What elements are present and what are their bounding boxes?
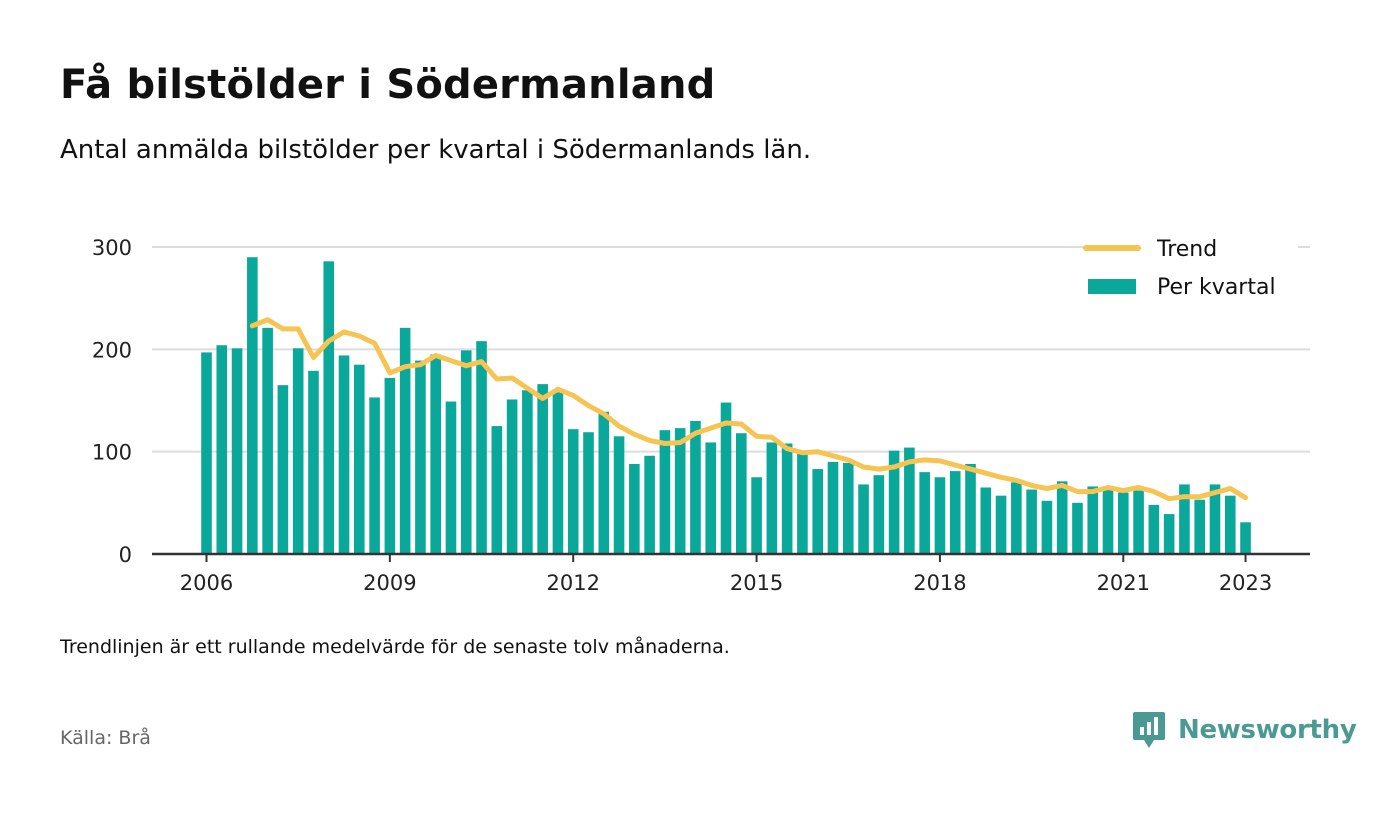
bar [674, 428, 686, 554]
y-tick-label: 300 [92, 236, 132, 260]
legend-label-per-kvartal: Per kvartal [1157, 275, 1276, 300]
bar [399, 327, 411, 554]
bar [980, 487, 992, 554]
bar [476, 341, 487, 554]
bar [659, 430, 671, 554]
trend-note: Trendlinjen är ett rullande medelvärde f… [60, 636, 730, 658]
bar [247, 257, 258, 554]
bar [430, 354, 441, 554]
y-tick-label: 0 [119, 543, 132, 567]
bar [613, 436, 625, 554]
bar [781, 443, 793, 554]
bar [445, 401, 457, 554]
bar [262, 327, 273, 554]
bar [369, 397, 380, 554]
x-tick-label: 2018 [913, 571, 966, 595]
bar [629, 463, 640, 554]
x-axis-ticks: 2006 2009 2012 2015 2018 2021 2023 [180, 554, 1272, 595]
brand[interactable]: Newsworthy [1132, 710, 1357, 750]
bar [858, 484, 869, 554]
bar [1041, 500, 1053, 554]
bar [919, 472, 930, 554]
bar [751, 477, 762, 554]
legend: Trend Per kvartal [1083, 234, 1298, 310]
bar [1163, 514, 1175, 554]
bar [1133, 490, 1144, 554]
trend-series [249, 317, 1248, 502]
bar [1026, 489, 1037, 554]
bar [522, 390, 533, 554]
bar [934, 477, 946, 554]
bar [842, 462, 854, 554]
bar [797, 453, 808, 554]
y-tick-label: 100 [92, 441, 132, 465]
bar [720, 402, 732, 554]
bar [904, 447, 915, 554]
bar [292, 348, 304, 554]
bar [705, 442, 717, 554]
bar [308, 370, 319, 554]
bar [965, 463, 976, 554]
y-axis-ticks: 0 100 200 300 [92, 236, 132, 567]
x-tick-label: 2015 [730, 571, 783, 595]
bar [338, 355, 350, 554]
x-tick-label: 2006 [180, 571, 233, 595]
bar [537, 384, 548, 554]
bar [1102, 486, 1114, 554]
bar [1240, 522, 1251, 554]
y-tick-label: 200 [92, 338, 132, 362]
bar [1011, 482, 1022, 554]
bar [216, 345, 228, 554]
chart-title: Få bilstölder i Södermanland [60, 62, 716, 108]
trend-line [249, 317, 1248, 502]
bar [888, 450, 900, 554]
bar [354, 364, 365, 554]
bar [552, 392, 564, 554]
bar [1118, 492, 1129, 554]
bar [567, 429, 579, 554]
bar [827, 461, 839, 554]
bar [766, 442, 778, 554]
bar [1179, 484, 1190, 554]
legend-bar-swatch [1088, 279, 1136, 294]
brand-name: Newsworthy [1178, 715, 1357, 745]
bar [995, 495, 1007, 554]
newsworthy-logo-icon [1133, 712, 1165, 748]
bar [415, 360, 426, 554]
bars [201, 257, 1251, 554]
x-tick-label: 2021 [1097, 571, 1150, 595]
bar [201, 352, 212, 554]
bar [644, 455, 655, 554]
bar [1209, 484, 1221, 554]
bar [1194, 499, 1205, 554]
bar [1148, 504, 1160, 554]
legend-label-trend: Trend [1156, 237, 1217, 262]
bar [598, 411, 610, 554]
source-text: Källa: Brå [60, 727, 151, 749]
x-tick-label: 2009 [363, 571, 416, 595]
bar [231, 348, 243, 554]
bar [1056, 481, 1068, 554]
bar [583, 432, 594, 554]
bar [1072, 502, 1083, 554]
bar [1224, 495, 1236, 554]
x-tick-label: 2023 [1219, 571, 1272, 595]
bar [460, 350, 472, 554]
x-tick-label: 2012 [546, 571, 599, 595]
bar [736, 433, 747, 554]
bar [506, 399, 518, 554]
bar [384, 377, 396, 554]
bar [873, 475, 885, 554]
bar [323, 261, 335, 554]
bar [812, 469, 823, 554]
bar [277, 385, 289, 554]
bar [949, 471, 961, 554]
bar [690, 420, 701, 554]
bar [1087, 486, 1099, 554]
bar [491, 426, 503, 554]
chart-subtitle: Antal anmälda bilstölder per kvartal i S… [60, 135, 812, 165]
